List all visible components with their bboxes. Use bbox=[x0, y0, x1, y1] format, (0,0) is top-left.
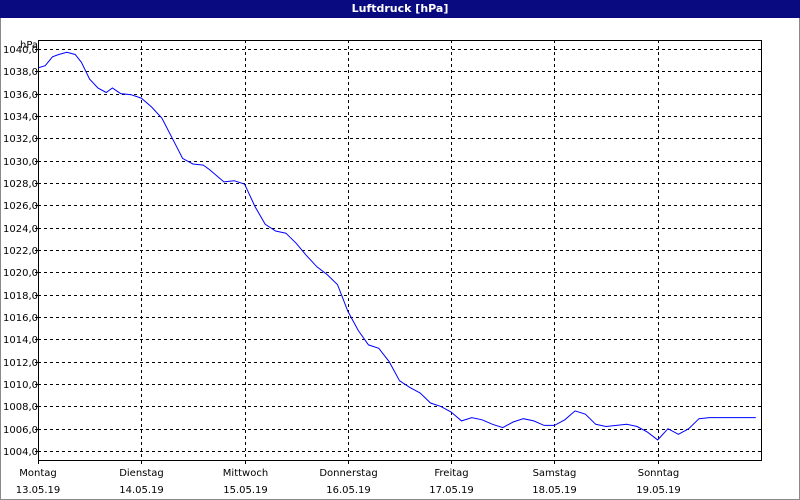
x-tick-day-label: Dienstag bbox=[119, 468, 164, 479]
y-tick-label: 1034,0 bbox=[3, 112, 38, 123]
x-tick-day-label: Montag bbox=[19, 468, 56, 479]
pressure-line bbox=[37, 51, 756, 441]
x-tick-day-label: Donnerstag bbox=[319, 468, 377, 479]
x-tick-day-label: Samstag bbox=[533, 468, 577, 479]
y-tick-label: 1020,0 bbox=[3, 268, 38, 279]
x-tick-date-label: 14.05.19 bbox=[119, 485, 164, 496]
y-tick-label: 1008,0 bbox=[3, 402, 38, 413]
x-tick-day-label: Freitag bbox=[434, 468, 468, 479]
y-tick-label: 1030,0 bbox=[3, 157, 38, 168]
x-tick-date-label: 18.05.19 bbox=[532, 485, 577, 496]
x-tick-date-label: 19.05.19 bbox=[636, 485, 681, 496]
plot-border bbox=[38, 40, 762, 461]
y-tick-label: 1004,0 bbox=[3, 447, 38, 458]
x-tick-date-label: 15.05.19 bbox=[223, 485, 268, 496]
y-tick-label: 1010,0 bbox=[3, 380, 38, 391]
y-tick-label: 1036,0 bbox=[3, 90, 38, 101]
y-tick-label: 1026,0 bbox=[3, 201, 38, 212]
x-tick-date-label: 16.05.19 bbox=[326, 485, 371, 496]
y-tick-label: 1038,0 bbox=[3, 67, 38, 78]
x-tick-date-label: 13.05.19 bbox=[16, 485, 61, 496]
y-tick-label: 1018,0 bbox=[3, 291, 38, 302]
y-tick-label: 1014,0 bbox=[3, 335, 38, 346]
grid-lines bbox=[38, 40, 761, 460]
y-tick-label: 1040,0 bbox=[3, 45, 38, 56]
x-tick-day-label: Mittwoch bbox=[223, 468, 268, 479]
x-axis: Montag 13.05.19 Dienstag 14.05.19 Mittwoch 15… bbox=[16, 460, 681, 496]
y-tick-label: 1028,0 bbox=[3, 179, 38, 190]
y-tick-label: 1006,0 bbox=[3, 425, 38, 436]
x-tick-date-label: 17.05.19 bbox=[429, 485, 474, 496]
y-tick-label: 1016,0 bbox=[3, 313, 38, 324]
y-axis: 1004,0 1006,0 1008,0 1010,0 1012,0 1014,0 1016… bbox=[3, 45, 38, 458]
y-tick-label: 1022,0 bbox=[3, 246, 38, 257]
y-tick-label: 1032,0 bbox=[3, 134, 38, 145]
y-unit-label: hPa bbox=[20, 40, 38, 51]
chart-title: Luftdruck [hPa] bbox=[0, 0, 800, 18]
y-tick-label: 1024,0 bbox=[3, 224, 38, 235]
y-tick-label: 1012,0 bbox=[3, 358, 38, 369]
x-tick-day-label: Sonntag bbox=[638, 468, 680, 479]
